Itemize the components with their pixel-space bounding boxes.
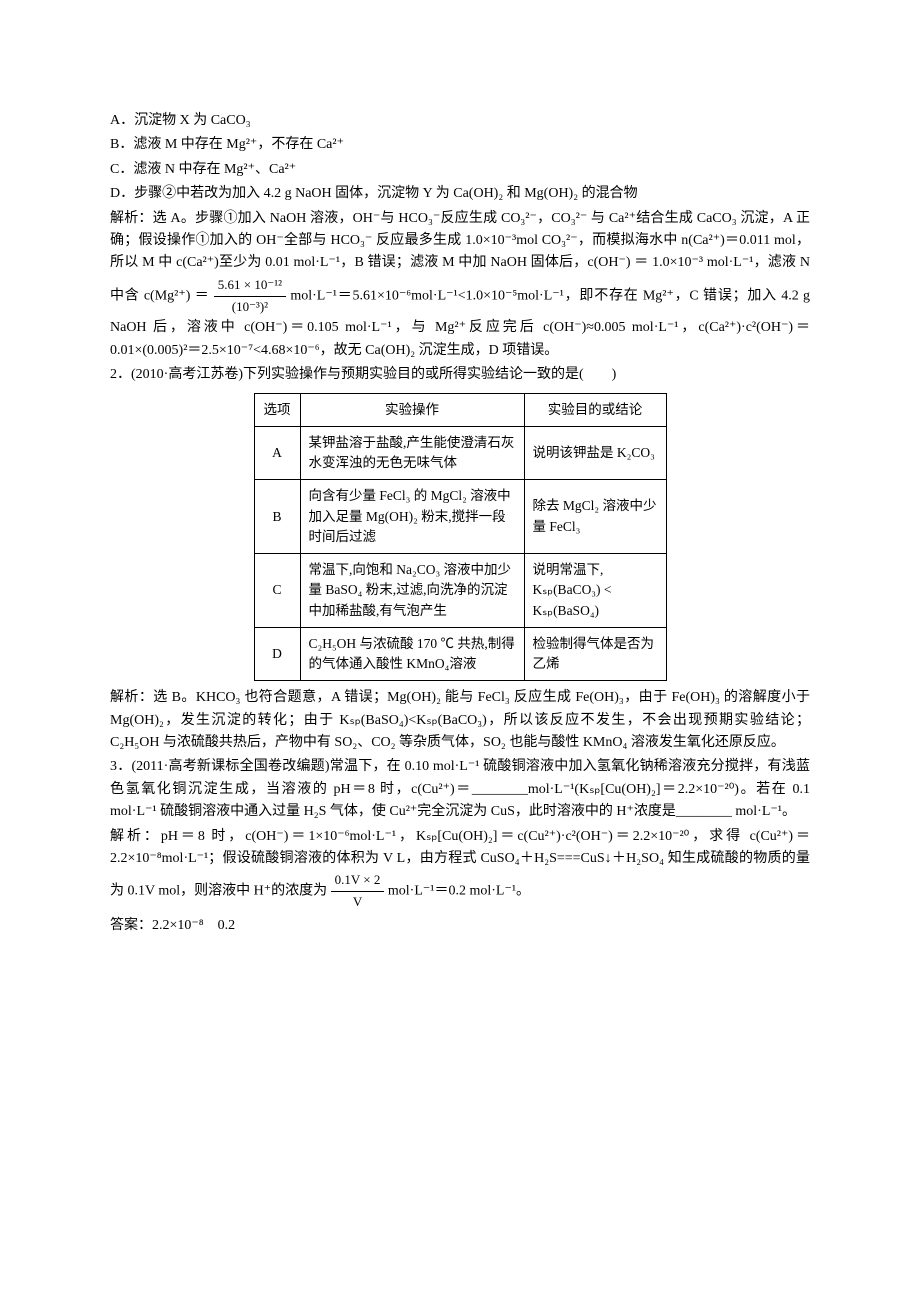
q1-solution-part1: 解析：选 A。步骤①加入 NaOH 溶液，OH⁻与 HCO₃⁻反应生成 CO₃²…	[110, 208, 810, 363]
cell-a-oper: 某钾盐溶于盐酸,产生能使澄清石灰水变浑浊的无色无味气体	[300, 426, 524, 480]
th-conclusion: 实验目的或结论	[524, 393, 666, 426]
q3-solution: 解析：pH＝8 时，c(OH⁻)＝1×10⁻⁶mol·L⁻¹，Kₛₚ[Cu(OH…	[110, 826, 810, 913]
th-operation: 实验操作	[300, 393, 524, 426]
table-row-b: B 向含有少量 FeCl₃ 的 MgCl₂ 溶液中加入足量 Mg(OH)₂ 粉末…	[254, 480, 666, 554]
q3-stem: 3．(2011·高考新课标全国卷改编题)常温下，在 0.10 mol·L⁻¹ 硫…	[110, 756, 810, 823]
q2-stem: 2．(2010·高考江苏卷)下列实验操作与预期实验目的或所得实验结论一致的是( …	[110, 364, 810, 386]
cell-a-concl: 说明该钾盐是 K₂CO₃	[524, 426, 666, 480]
th-option: 选项	[254, 393, 300, 426]
cell-d-oper: C₂H₅OH 与浓硫酸 170 ℃ 共热,制得的气体通入酸性 KMnO₄溶液	[300, 627, 524, 681]
q2-solution: 解析：选 B。KHCO₃ 也符合题意，A 错误；Mg(OH)₂ 能与 FeCl₃…	[110, 687, 810, 754]
q3-sol-text2: mol·L⁻¹＝0.2 mol·L⁻¹。	[388, 884, 530, 899]
q2-table: 选项 实验操作 实验目的或结论 A 某钾盐溶于盐酸,产生能使澄清石灰水变浑浊的无…	[254, 393, 667, 682]
table-row-c: C 常温下,向饱和 Na₂CO₃ 溶液中加少量 BaSO₄ 粉末,过滤,向洗净的…	[254, 554, 666, 628]
cell-d-opt: D	[254, 627, 300, 681]
cell-c-concl: 说明常温下, Kₛₚ(BaCO₃) < Kₛₚ(BaSO₄)	[524, 554, 666, 628]
q1-option-a: A．沉淀物 X 为 CaCO₃	[110, 110, 810, 132]
q1-option-c: C．滤液 N 中存在 Mg²⁺、Ca²⁺	[110, 159, 810, 181]
q1-frac-den: (10⁻³)²	[214, 297, 286, 318]
q3-fraction: 0.1V × 2 V	[331, 870, 385, 913]
cell-b-oper: 向含有少量 FeCl₃ 的 MgCl₂ 溶液中加入足量 Mg(OH)₂ 粉末,搅…	[300, 480, 524, 554]
q3-frac-num: 0.1V × 2	[331, 870, 385, 892]
q1-option-b: B．滤液 M 中存在 Mg²⁺，不存在 Ca²⁺	[110, 134, 810, 156]
q1-option-d: D．步骤②中若改为加入 4.2 g NaOH 固体，沉淀物 Y 为 Ca(OH)…	[110, 183, 810, 205]
table-row-d: D C₂H₅OH 与浓硫酸 170 ℃ 共热,制得的气体通入酸性 KMnO₄溶液…	[254, 627, 666, 681]
cell-b-concl: 除去 MgCl₂ 溶液中少量 FeCl₃	[524, 480, 666, 554]
cell-a-opt: A	[254, 426, 300, 480]
table-row-a: A 某钾盐溶于盐酸,产生能使澄清石灰水变浑浊的无色无味气体 说明该钾盐是 K₂C…	[254, 426, 666, 480]
cell-c-opt: C	[254, 554, 300, 628]
q3-frac-den: V	[331, 892, 385, 913]
cell-b-opt: B	[254, 480, 300, 554]
q3-answer: 答案：2.2×10⁻⁸ 0.2	[110, 915, 810, 937]
table-header-row: 选项 实验操作 实验目的或结论	[254, 393, 666, 426]
q1-frac-num: 5.61 × 10⁻¹²	[214, 275, 286, 297]
q1-fraction: 5.61 × 10⁻¹² (10⁻³)²	[214, 275, 286, 318]
cell-d-concl: 检验制得气体是否为乙烯	[524, 627, 666, 681]
cell-c-oper: 常温下,向饱和 Na₂CO₃ 溶液中加少量 BaSO₄ 粉末,过滤,向洗净的沉淀…	[300, 554, 524, 628]
